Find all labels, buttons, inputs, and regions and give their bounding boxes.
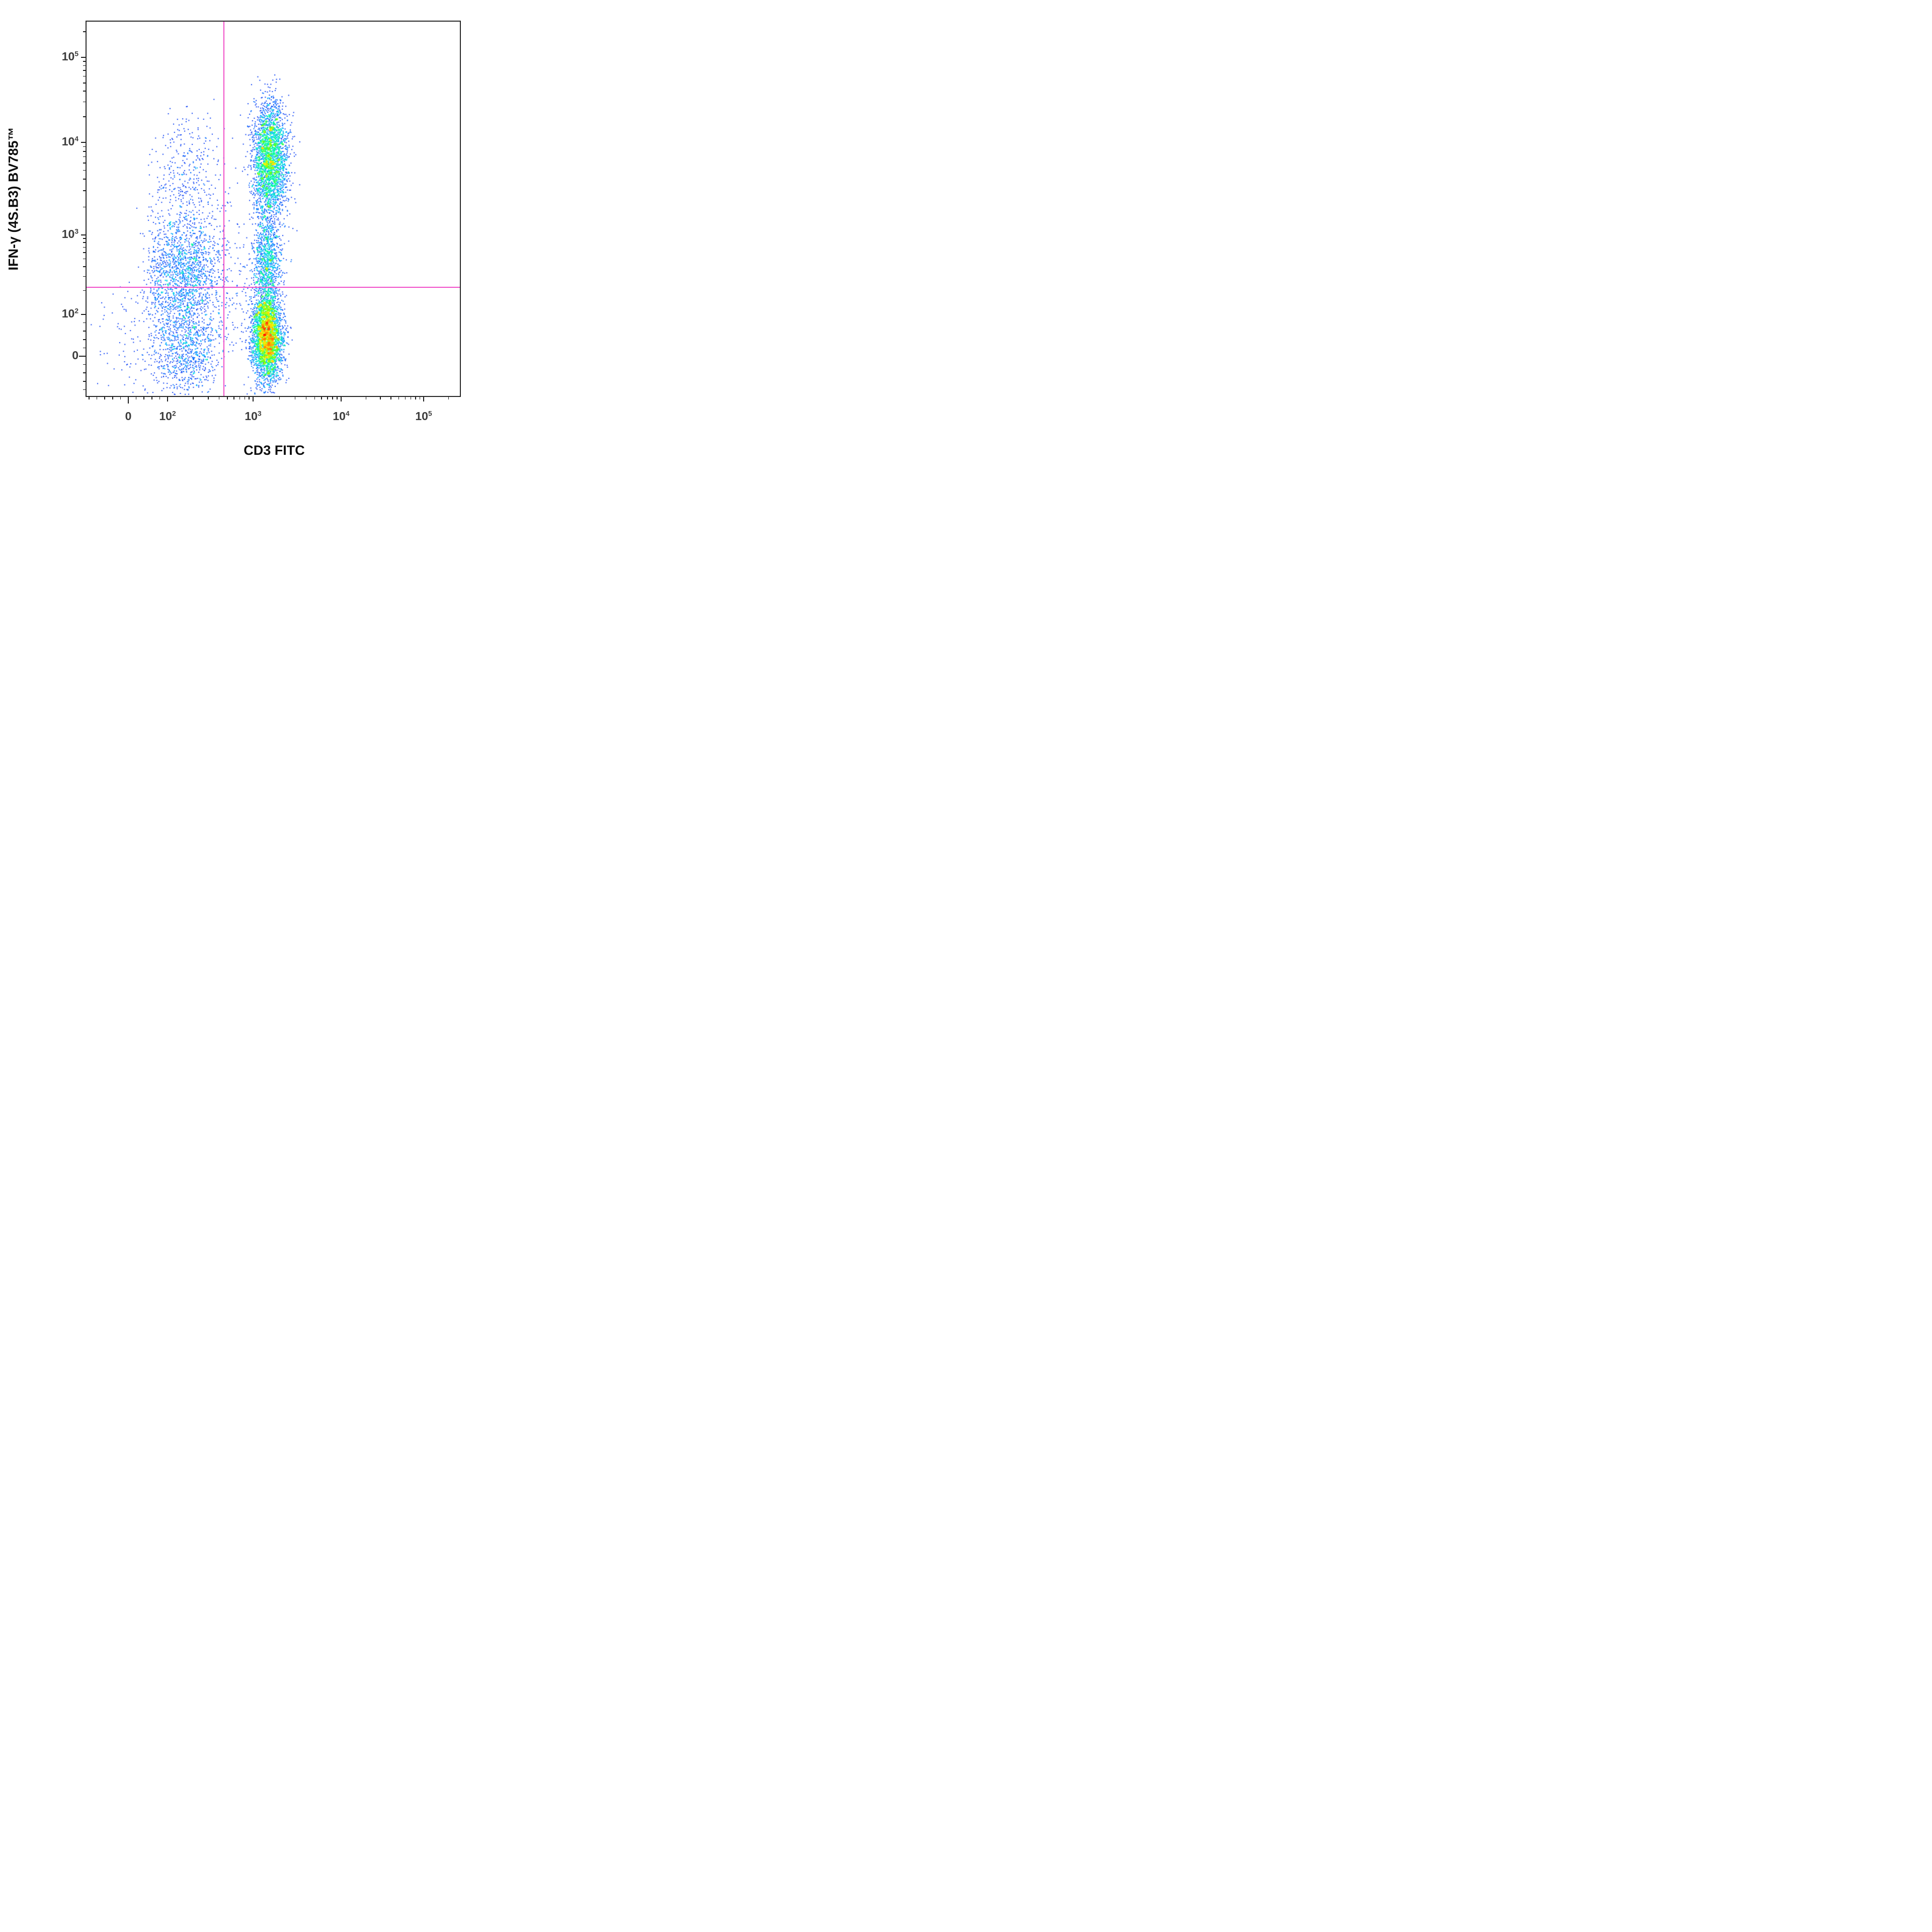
x-axis-minor-tick (218, 397, 220, 399)
x-axis-minor-tick (227, 397, 228, 399)
y-axis-minor-tick (83, 252, 86, 253)
y-axis-minor-tick (83, 389, 86, 390)
x-axis-minor-tick (327, 397, 328, 399)
y-axis-tick-label: 104 (61, 134, 78, 148)
y-axis-minor-tick (83, 65, 86, 66)
x-axis-minor-tick (410, 397, 412, 399)
x-axis-minor-tick (112, 397, 113, 399)
y-axis-minor-tick (83, 116, 86, 117)
y-axis-major-tick (81, 234, 86, 235)
y-axis-minor-tick (83, 170, 86, 171)
x-axis-major-tick (341, 397, 342, 401)
x-axis-minor-tick (159, 397, 160, 399)
y-axis-minor-tick (83, 75, 86, 77)
x-axis-minor-tick (96, 397, 98, 399)
x-axis-minor-tick (305, 397, 307, 399)
x-axis-minor-tick (135, 397, 137, 399)
x-axis-minor-tick (239, 397, 240, 399)
x-axis-minor-tick (390, 397, 391, 399)
x-axis-minor-tick (380, 397, 381, 399)
x-axis-tick-label: 103 (245, 410, 262, 423)
x-axis-minor-tick (415, 397, 416, 399)
y-axis-minor-tick (83, 247, 86, 248)
x-axis-tick-label: 102 (159, 410, 176, 423)
y-axis-minor-tick (83, 156, 86, 157)
y-axis-minor-tick (83, 91, 86, 92)
x-axis-minor-tick (193, 397, 194, 399)
x-axis-minor-tick (279, 397, 280, 399)
x-axis-title: CD3 FITC (244, 443, 305, 458)
y-axis-minor-tick (83, 322, 86, 324)
x-axis-major-tick (167, 397, 168, 401)
y-axis-minor-tick (83, 162, 86, 164)
y-axis-minor-tick (83, 70, 86, 71)
x-axis-minor-tick (143, 397, 145, 399)
x-axis-minor-tick (249, 397, 250, 399)
x-axis-tick-label: 104 (333, 410, 350, 423)
y-axis-tick-label: 103 (61, 227, 78, 240)
y-axis-minor-tick (83, 206, 86, 208)
x-axis-minor-tick (244, 397, 246, 399)
y-axis-minor-tick (83, 381, 86, 382)
y-axis-major-tick (81, 313, 86, 315)
quadrant-gate-vertical-line[interactable] (223, 21, 224, 397)
y-axis-minor-tick (83, 83, 86, 84)
x-axis-minor-tick (120, 397, 121, 399)
y-axis-major-tick (79, 355, 86, 357)
y-axis-minor-tick (83, 258, 86, 260)
y-axis-minor-tick (83, 101, 86, 103)
x-axis-minor-tick (233, 397, 235, 399)
x-axis-minor-tick (89, 397, 90, 399)
x-axis-minor-tick (332, 397, 333, 399)
y-axis-major-tick (81, 141, 86, 143)
y-axis-minor-tick (83, 276, 86, 277)
y-axis-major-tick (81, 57, 86, 58)
x-axis-minor-tick (398, 397, 399, 399)
y-axis-minor-tick (83, 242, 86, 244)
y-axis-minor-tick (83, 364, 86, 365)
x-axis-major-tick (128, 397, 129, 404)
x-axis-minor-tick (448, 397, 449, 399)
y-axis-tick-label: 105 (61, 50, 78, 63)
x-axis-minor-tick (405, 397, 406, 399)
x-axis-tick-label: 0 (125, 410, 132, 423)
y-axis-minor-tick (83, 266, 86, 267)
y-axis-tick-label: 102 (61, 306, 78, 320)
x-axis-tick-label: 105 (415, 410, 432, 423)
x-axis-minor-tick (314, 397, 315, 399)
y-axis-minor-tick (83, 331, 86, 332)
y-axis-minor-tick (83, 190, 86, 191)
y-axis-minor-tick (83, 60, 86, 62)
y-axis-minor-tick (83, 372, 86, 373)
x-axis-minor-tick (365, 397, 367, 399)
x-axis-minor-tick (419, 397, 421, 399)
y-axis-minor-tick (83, 290, 86, 291)
flow-cytometry-figure: 0 102 103 104 105 105 104 103 102 0 CD3 FITC IFN-… (0, 0, 483, 483)
x-axis-major-tick (253, 397, 254, 401)
x-axis-minor-tick (337, 397, 338, 399)
x-axis-major-tick (423, 397, 424, 401)
density-scatter-canvas (0, 0, 483, 483)
quadrant-gate-horizontal-line[interactable] (86, 286, 461, 288)
y-axis-minor-tick (83, 151, 86, 152)
x-axis-minor-tick (151, 397, 152, 399)
x-axis-minor-tick (104, 397, 106, 399)
x-axis-minor-tick (321, 397, 322, 399)
y-axis-title: IFN-γ (4S.B3) BV785™ (6, 127, 21, 271)
y-axis-minor-tick (83, 146, 86, 147)
x-axis-minor-tick (208, 397, 209, 399)
y-axis-minor-tick (83, 238, 86, 239)
y-axis-minor-tick (83, 347, 86, 349)
y-axis-minor-tick (83, 339, 86, 340)
x-axis-minor-tick (294, 397, 296, 399)
y-axis-minor-tick (83, 179, 86, 180)
y-axis-minor-tick (83, 31, 86, 32)
y-axis-tick-label: 0 (72, 348, 78, 362)
